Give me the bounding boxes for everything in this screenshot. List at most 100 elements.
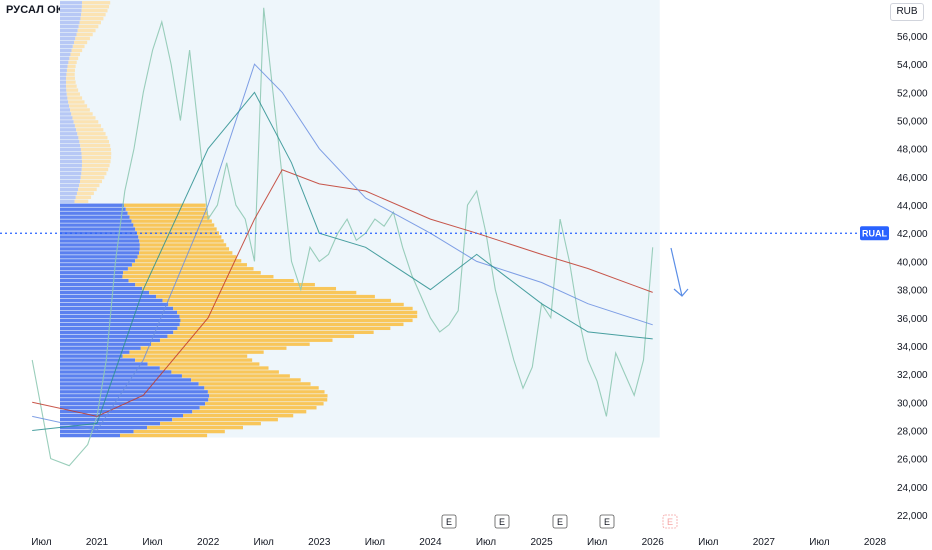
x-tick-label: Июл [142, 537, 162, 548]
volume-profile-bar [136, 231, 220, 235]
y-tick-label: 54,000 [897, 60, 928, 71]
volume-profile-bar [192, 410, 307, 414]
volume-profile-bar [60, 40, 75, 45]
volume-profile-bar [60, 1, 82, 5]
earnings-marker-label: E [499, 517, 505, 527]
volume-profile-bar [162, 298, 391, 303]
volume-profile-bar [69, 104, 88, 108]
volume-profile-bar [60, 179, 80, 184]
volume-profile-bar [70, 52, 81, 57]
volume-profile-bar [66, 88, 79, 92]
x-tick-label: 2027 [753, 537, 776, 548]
volume-profile-bar [60, 116, 73, 120]
volume-profile-bar [122, 354, 248, 358]
volume-profile-bar [60, 358, 136, 362]
y-tick-label: 36,000 [897, 314, 928, 325]
volume-profile-bar [60, 140, 80, 144]
volume-profile-bar [60, 52, 71, 57]
volume-profile-bar [60, 223, 134, 227]
y-tick-label: 42,000 [897, 229, 928, 240]
volume-profile-bar [60, 338, 160, 342]
volume-profile-bar [60, 207, 126, 211]
volume-profile-bar [80, 16, 104, 21]
volume-profile-bar [81, 12, 106, 17]
volume-profile-bar [60, 96, 68, 100]
earnings-marker [599, 514, 615, 529]
volume-profile-bar [60, 342, 152, 346]
volume-profile-bar [60, 12, 82, 17]
y-tick-label: 50,000 [897, 117, 928, 128]
volume-profile-bar [60, 163, 82, 168]
volume-profile-bar [73, 120, 99, 124]
volume-profile-bar [198, 382, 311, 386]
volume-profile-bar [60, 346, 141, 350]
volume-profile-bar [68, 60, 77, 65]
volume-profile-bar [135, 282, 315, 287]
volume-profile-bar [123, 271, 261, 275]
volume-profile-bar [139, 247, 230, 251]
volume-profile-bar [60, 136, 79, 140]
x-tick-label: 2024 [419, 537, 442, 548]
volume-profile-bar [128, 279, 294, 283]
volume-profile-bar [70, 108, 90, 112]
series-line-ma_mid [32, 63, 653, 432]
x-tick-label: 2023 [308, 537, 331, 548]
volume-profile-bar [66, 68, 75, 72]
x-tick-label: 2022 [197, 537, 220, 548]
currency-badge[interactable]: RUB [890, 3, 924, 21]
x-tick-label: Июл [365, 537, 385, 548]
volume-profile-bar [78, 24, 99, 29]
volume-profile-bar [60, 167, 82, 172]
volume-profile-bar [60, 84, 67, 88]
volume-profile-bar [60, 104, 70, 108]
x-tick-label: Июл [698, 537, 718, 548]
volume-profile-bar [76, 128, 104, 132]
volume-profile-bar [133, 429, 225, 434]
volume-profile-bar [60, 239, 140, 243]
volume-profile-bar [171, 370, 279, 374]
y-tick-label: 26,000 [897, 455, 928, 466]
volume-profile-bar [60, 386, 205, 390]
volume-profile-bar [80, 175, 105, 180]
volume-profile-bar [60, 20, 80, 25]
volume-profile-bar [66, 76, 75, 80]
volume-profile-bar [60, 378, 192, 382]
volume-profile-bar [79, 140, 110, 144]
volume-profile-bar [60, 271, 124, 275]
volume-profile-bar [129, 215, 210, 219]
volume-profile-bar [60, 100, 69, 104]
volume-profile-bar [139, 243, 227, 247]
volume-profile-bar [60, 326, 178, 331]
x-tick-label: Июл [31, 537, 51, 548]
volume-profile-bar [60, 92, 67, 96]
earnings-marker [552, 514, 568, 529]
volume-profile-bar [60, 32, 77, 37]
y-tick-label: 52,000 [897, 88, 928, 99]
volume-profile-bar [60, 429, 134, 434]
volume-profile-bar [60, 366, 160, 370]
volume-profile-bar [60, 5, 82, 9]
volume-profile-bar [204, 386, 319, 390]
volume-profile-bar [139, 251, 233, 255]
volume-profile-bar [142, 286, 337, 291]
volume-profile-bar [68, 100, 85, 104]
volume-profile-bar [60, 390, 208, 394]
y-tick-label: 46,000 [897, 173, 928, 184]
y-tick-label: 22,000 [897, 511, 928, 522]
volume-profile-bar [60, 56, 70, 61]
volume-profile-bar [127, 267, 254, 271]
volume-profile-bar [127, 211, 208, 215]
volume-profile-bar [60, 68, 67, 72]
volume-profile-bar [60, 402, 206, 406]
earnings-marker [662, 514, 678, 529]
volume-profile-bar [60, 406, 200, 410]
volume-profile-bar [60, 155, 82, 160]
volume-profile-bar [135, 259, 242, 263]
volume-profile-bar [60, 314, 180, 319]
x-tick-label: 2021 [86, 537, 109, 548]
volume-profile-bar [60, 36, 76, 41]
volume-profile-bar [151, 342, 310, 346]
volume-profile-bar [168, 302, 404, 307]
volume-profile-bar [60, 48, 72, 53]
